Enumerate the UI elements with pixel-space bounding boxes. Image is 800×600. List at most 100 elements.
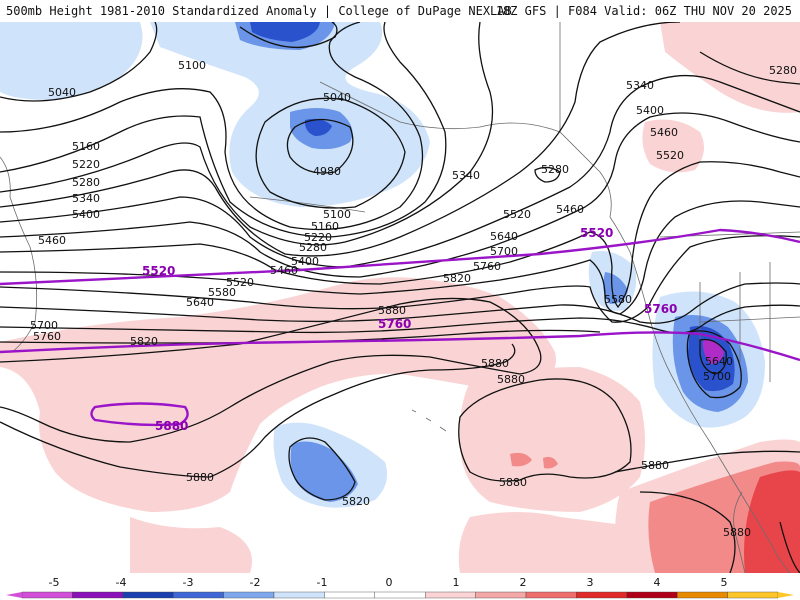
contour-label: 5340 — [452, 169, 480, 182]
contour-5280 — [0, 22, 681, 257]
contour-label: 5280 — [72, 176, 100, 189]
contour-label: 5820 — [443, 272, 471, 285]
model-run-info: 18Z GFS | F084 Valid: 06Z THU NOV 20 202… — [495, 4, 792, 18]
purple-label: 5880 — [155, 419, 188, 433]
contour-label: 5340 — [626, 79, 654, 92]
contour-label: 5580 — [208, 286, 236, 299]
contour-label: 5340 — [72, 192, 100, 205]
contour-label: 5160 — [72, 140, 100, 153]
contour-label: 5040 — [48, 86, 76, 99]
contour-5580 — [0, 235, 800, 323]
colorbar-cell — [21, 591, 73, 599]
positive-anomaly-shading — [0, 22, 800, 573]
pos-anomaly-east-pacific — [459, 367, 645, 512]
colorbar-cell — [525, 591, 577, 599]
contour-4980 — [286, 118, 354, 174]
contour-5700-california — [686, 330, 742, 399]
colorbar-tick-label: 0 — [386, 576, 393, 589]
pos-anomaly-bc-interior — [642, 119, 704, 173]
colorbar-tick-label: 1 — [453, 576, 460, 589]
colorbar-cell — [626, 591, 678, 599]
contour-5640-california — [699, 338, 727, 375]
contour-label: 5460 — [556, 203, 584, 216]
purple-5880 — [90, 402, 189, 427]
neg-anomaly-bc-mid — [603, 272, 628, 304]
colorbar-cell — [273, 591, 325, 599]
colorbar-tick-label: -4 — [116, 576, 127, 589]
colorbar-cell — [374, 591, 426, 599]
colorbar-cell — [576, 591, 628, 599]
contour-5640 — [0, 282, 800, 324]
contour-label: 5880 — [481, 357, 509, 370]
contour-5340 — [0, 74, 800, 268]
colorbar-tick-label: 4 — [654, 576, 661, 589]
colorbar-cell — [677, 591, 728, 599]
purple-label: 5760 — [378, 317, 411, 331]
contour-label: 5640 — [186, 296, 214, 309]
purple-labels: 5520 5520 5760 5760 5880 — [142, 226, 677, 433]
contour-5880-mexico-2 — [779, 521, 800, 573]
purple-label: 5760 — [644, 302, 677, 316]
colorbar-tick-label: 2 — [520, 576, 527, 589]
neg-anomaly-north-pacific — [0, 22, 143, 100]
colorbar-cells — [6, 591, 794, 599]
pos-anomaly-patch-1 — [510, 452, 532, 467]
contour-label: 5280 — [541, 163, 569, 176]
contour-labels: 5040 5100 5040 4980 5160 5220 5280 5340 … — [30, 59, 797, 539]
colorbar-cell — [172, 591, 224, 599]
contour-5880-east — [458, 378, 632, 482]
contour-label: 5460 — [650, 126, 678, 139]
west-coast — [629, 251, 791, 573]
purple-label: 5520 — [142, 264, 175, 278]
colorbar-cell — [727, 591, 779, 599]
contour-5820-subtropic — [288, 437, 356, 501]
contour-label: 5700 — [30, 319, 58, 332]
contour-label: 5280 — [299, 241, 327, 254]
contour-5220 — [0, 22, 494, 246]
colorbar-cell — [475, 591, 527, 599]
contour-label: 5520 — [503, 208, 531, 221]
purple-5760 — [0, 331, 800, 362]
colorbar-ticks: -5 -4 -3 -2 -1 0 1 2 3 4 5 — [49, 576, 728, 589]
contour-label: 4980 — [313, 165, 341, 178]
contour-5160 — [0, 22, 447, 238]
aleutian-islands — [249, 196, 366, 213]
pos-anomaly-patch-2 — [543, 456, 558, 469]
height-contours — [0, 22, 800, 573]
contour-label: 5580 — [604, 293, 632, 306]
contour-label: 5100 — [323, 208, 351, 221]
contour-label: 5220 — [304, 231, 332, 244]
colorbar-cell — [72, 591, 124, 599]
contour-top-low — [239, 22, 338, 48]
contour-label: 5760 — [33, 330, 61, 343]
anomaly-map: 5040 5100 5040 4980 5160 5220 5280 5340 … — [0, 22, 800, 573]
contour-5880-west — [0, 343, 516, 478]
contour-5280-canada — [699, 51, 800, 85]
colorbar-tick-label: -2 — [250, 576, 261, 589]
map-header: 500mb Height 1981-2010 Standardized Anom… — [0, 0, 800, 22]
contour-label: 5700 — [703, 370, 731, 383]
neg-anomaly-subtropic-mid — [290, 441, 358, 502]
contour-label: 5880 — [378, 304, 406, 317]
contour-label: 5400 — [291, 255, 319, 268]
contour-label: 5400 — [636, 104, 664, 117]
contour-label: 5880 — [497, 373, 525, 386]
colorbar: -5 -4 -3 -2 -1 0 1 2 3 4 5 — [0, 573, 800, 600]
contour-label: 5160 — [311, 220, 339, 233]
contour-label: 5520 — [656, 149, 684, 162]
purple-label: 5520 — [580, 226, 613, 240]
colorbar-cell — [425, 591, 476, 599]
contour-label: 5880 — [723, 526, 751, 539]
contour-label: 5640 — [490, 230, 518, 243]
contour-5820 — [0, 297, 542, 443]
pos-anomaly-south — [130, 517, 252, 573]
contour-5040-low — [255, 97, 406, 209]
contour-label: 5760 — [473, 260, 501, 273]
map-title: 500mb Height 1981-2010 Standardized Anom… — [6, 4, 512, 18]
contour-label: 5100 — [178, 59, 206, 72]
alaska-coast — [319, 81, 631, 253]
contour-5100 — [0, 22, 424, 231]
baja-coast — [733, 491, 746, 573]
contour-label: 5640 — [705, 355, 733, 368]
contour-5040-north — [0, 22, 158, 102]
